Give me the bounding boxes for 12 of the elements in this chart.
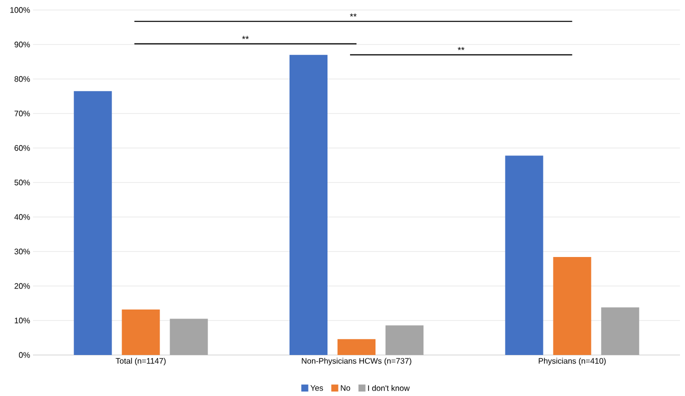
bar [601,307,640,355]
annotation: ** [242,36,249,40]
bar [338,339,376,355]
bar [386,325,424,355]
annotation: ** [350,14,357,17]
bar [505,156,544,355]
annotation: ** [458,46,464,50]
bar [290,54,328,355]
bar [170,318,208,355]
bar [553,257,592,355]
bar [74,91,112,355]
bar [122,309,160,355]
